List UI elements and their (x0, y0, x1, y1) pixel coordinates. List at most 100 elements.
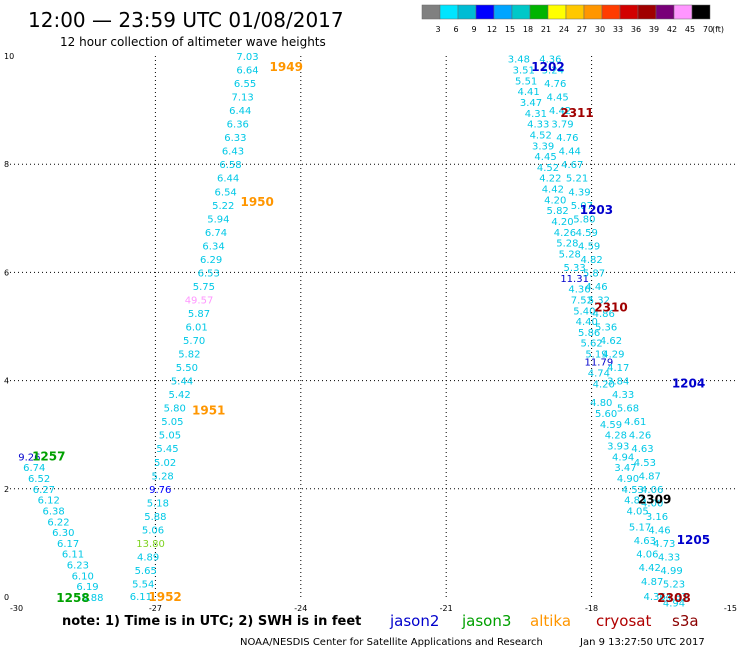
swh-point-jason3: 6.17 (57, 539, 79, 550)
swh-point-s3a: 3.47 (614, 463, 636, 474)
swh-point-cryosat: 4.82 (580, 255, 602, 266)
swh-point-altika: 5.28 (152, 471, 174, 482)
swh-point-jason2: 5.82 (547, 206, 569, 217)
swh-point-s3a: 4.80 (590, 398, 612, 409)
color-swatch (673, 4, 693, 20)
swh-point-cryosat: 4.17 (607, 363, 629, 374)
swh-point-s3a: 4.42 (639, 563, 661, 574)
swh-point-jason2: 5.62 (580, 339, 602, 350)
swh-point-cryosat: 4.06 (641, 485, 663, 496)
swh-point-altika: 6.53 (198, 268, 220, 279)
color-swatch (583, 4, 603, 20)
color-scale-label: 6 (453, 25, 458, 34)
color-swatch (529, 4, 549, 20)
color-swatch (601, 4, 621, 20)
swh-point-jason3: 6.10 (72, 571, 94, 582)
swh-point-s3a: 4.28 (605, 431, 627, 442)
swh-point-jason3: 6.52 (28, 474, 50, 485)
pass-label: 1950 (240, 195, 273, 209)
swh-point-cryosat: 5.87 (583, 268, 605, 279)
swh-point-altika: 6.43 (222, 147, 244, 158)
swh-point-jason2: 5.28 (556, 239, 578, 250)
swh-point-altika: 5.05 (159, 431, 181, 442)
swh-point-altika: 6.33 (224, 133, 246, 144)
swh-point-s3a: 4.94 (612, 452, 634, 463)
swh-point-altika: 6.54 (215, 187, 237, 198)
color-scale-label: 30 (595, 25, 605, 34)
swh-point-cryosat: 5.07 (571, 201, 593, 212)
swh-point-altika: 5.87 (188, 309, 210, 320)
swh-point-altika: 6.29 (200, 255, 222, 266)
swh-point-cryosat: 4.62 (600, 336, 622, 347)
swh-point-cryosat: 4.63 (631, 444, 653, 455)
swh-point-altika: 5.06 (142, 525, 164, 536)
swh-point-altika: 7.13 (232, 93, 254, 104)
swh-point-cryosat: 4.33 (612, 390, 634, 401)
swh-point-cryosat: 4.59 (578, 241, 600, 252)
swh-point-cryosat: 5.36 (595, 323, 617, 334)
swh-point-cryosat: 4.61 (624, 417, 646, 428)
swh-point-altika: 5.54 (132, 579, 154, 590)
swh-point-jason2: 3.48 (508, 55, 530, 66)
swh-point-altika: 5.70 (183, 336, 205, 347)
swh-point-cryosat: 4.53 (634, 458, 656, 469)
swh-point-cryosat: 3.79 (551, 120, 573, 131)
pass-label: 1203 (580, 203, 613, 217)
y-tick-label: 4 (4, 377, 9, 386)
color-scale-label: 39 (649, 25, 659, 34)
legend-item-cryosat: cryosat (596, 612, 651, 630)
swh-point-altika: 5.02 (154, 458, 176, 469)
pass-label: 1949 (270, 60, 303, 74)
footer-note: note: 1) Time is in UTC; 2) SWH is in fe… (62, 614, 361, 629)
swh-point-altika: 5.44 (171, 377, 193, 388)
pass-label: 1202 (531, 60, 564, 74)
swh-point-altika: 49.57 (185, 295, 214, 306)
swh-point-jason2: 4.45 (534, 152, 556, 163)
x-tick-label: -21 (440, 604, 453, 613)
pass-label: 1204 (672, 376, 705, 390)
swh-point-cryosat: 4.36 (539, 55, 561, 66)
swh-point-cryosat: 4.33 (658, 552, 680, 563)
pass-label: 1258 (56, 591, 89, 605)
swh-point-cryosat: 4.26 (629, 431, 651, 442)
swh-point-altika: 5.65 (135, 566, 157, 577)
color-swatch (655, 4, 675, 20)
swh-point-altika: 7.03 (236, 52, 258, 63)
swh-point-s3a: 4.05 (627, 506, 649, 517)
chart-subtitle: 12 hour collection of altimeter wave hei… (60, 35, 326, 49)
swh-point-cryosat: 4.45 (547, 93, 569, 104)
swh-point-jason3: 6.23 (67, 561, 89, 572)
swh-point-jason3: 6.27 (33, 485, 55, 496)
chart-title: 12:00 — 23:59 UTC 01/08/2017 (28, 8, 344, 32)
pass-label: 1205 (677, 533, 710, 547)
swh-point-cryosat: 4.86 (593, 309, 615, 320)
footer-credit: NOAA/NESDIS Center for Satellite Applica… (240, 637, 543, 648)
color-scale-label: 21 (541, 25, 551, 34)
swh-point-altika: 6.11 (130, 592, 152, 603)
swh-point-altika: 6.44 (229, 106, 251, 117)
x-tick-label: -18 (585, 604, 598, 613)
swh-point-s3a: 4.90 (617, 474, 639, 485)
swh-point-cryosat: 4.44 (559, 147, 581, 158)
swh-point-altika: 5.80 (164, 404, 186, 415)
swh-point-jason2: 4.74 (588, 368, 610, 379)
color-scale-bar: 3 6 9 12 15 18 21 24 27 30 33 36 39 42 45 70(ft) (421, 4, 724, 34)
pass-label: 1257 (32, 449, 65, 463)
swh-point-cryosat: 4.46 (585, 282, 607, 293)
color-swatch (475, 4, 495, 20)
swh-point-jason2: 4.33 (527, 120, 549, 131)
swh-point-jason2: 4.22 (539, 174, 561, 185)
legend-item-jason3: jason3 (461, 612, 511, 630)
swh-point-jason3: 6.22 (47, 517, 69, 528)
swh-point-altika: 6.36 (227, 120, 249, 131)
y-tick-label: 10 (4, 52, 14, 61)
y-tick-label: 6 (4, 268, 9, 277)
swh-point-altika: 6.74 (205, 228, 227, 239)
swh-point-s3a: 4.53 (622, 485, 644, 496)
swh-point-cryosat: 5.21 (566, 174, 588, 185)
pass-label: 2310 (594, 301, 627, 315)
swh-point-jason2: 11.31 (560, 274, 589, 285)
swh-point-s3a: 5.60 (595, 409, 617, 420)
swh-point-cryosat: 5.68 (617, 404, 639, 415)
swh-point-s3a: 4.94 (663, 598, 685, 609)
